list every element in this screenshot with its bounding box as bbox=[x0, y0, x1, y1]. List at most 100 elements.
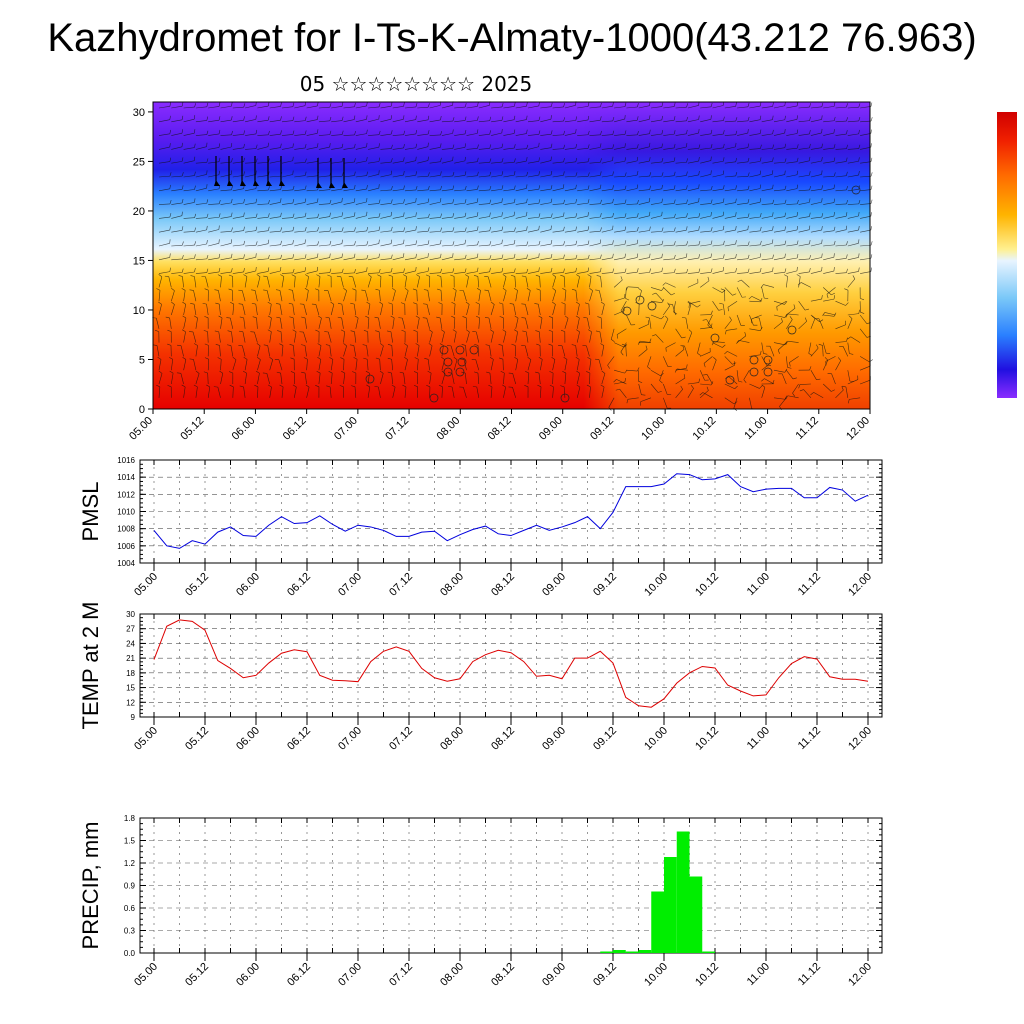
wind-barb bbox=[352, 276, 357, 288]
wind-barb bbox=[208, 229, 219, 233]
wind-barb bbox=[158, 229, 170, 233]
wind-barb-flag bbox=[514, 268, 516, 273]
wind-barb-flag bbox=[607, 365, 610, 369]
wind-barb-flag bbox=[427, 103, 430, 108]
wind-barbs bbox=[152, 101, 873, 412]
wind-barb bbox=[281, 230, 293, 233]
wind-barb bbox=[195, 243, 207, 247]
wind-barb-flag bbox=[157, 357, 162, 360]
wind-barb bbox=[478, 317, 480, 329]
calm-circle bbox=[763, 367, 773, 377]
wind-barb bbox=[454, 189, 466, 192]
wind-barb bbox=[404, 229, 416, 233]
wind-barb bbox=[466, 304, 470, 316]
wind-barb bbox=[195, 174, 207, 178]
wind-barb-flag bbox=[688, 303, 690, 308]
wind-barb-flag bbox=[624, 102, 627, 107]
y-tick-label: 30 bbox=[126, 610, 135, 619]
wind-barb bbox=[727, 351, 738, 357]
wind-barb-flag bbox=[477, 185, 479, 190]
wind-barb bbox=[220, 202, 232, 205]
wind-barb-flag bbox=[784, 368, 788, 373]
wind-barb-flag bbox=[477, 144, 479, 149]
wind-barb-flag bbox=[576, 274, 580, 277]
wind-barb-flag bbox=[206, 384, 210, 388]
wind-barb-flag bbox=[796, 254, 799, 259]
wind-barb bbox=[773, 203, 785, 205]
wind-barb bbox=[380, 174, 392, 178]
wind-barb-flag bbox=[763, 353, 768, 355]
wind-barb-flag bbox=[317, 227, 319, 232]
wind-barb-flag bbox=[243, 116, 245, 121]
series-line bbox=[153, 473, 869, 549]
wind-barb bbox=[220, 119, 232, 123]
wind-barb bbox=[404, 160, 416, 164]
wind-barb bbox=[306, 387, 310, 398]
calm-circle bbox=[749, 367, 759, 377]
wind-barb bbox=[503, 202, 515, 205]
wind-barb-flag bbox=[784, 115, 786, 120]
wind-barb bbox=[737, 176, 749, 178]
wind-barb bbox=[417, 276, 420, 288]
y-axis-label: PRECIP, mm bbox=[78, 822, 103, 950]
wind-barb bbox=[699, 370, 705, 381]
wind-barb-flag bbox=[686, 364, 688, 369]
wind-barb bbox=[835, 106, 847, 109]
wind-barb bbox=[749, 161, 761, 164]
wind-barb bbox=[491, 147, 503, 150]
wind-barb-flag bbox=[649, 253, 651, 258]
wind-barb bbox=[527, 188, 539, 192]
wind-barb-flag bbox=[501, 185, 504, 190]
x-tick-label: 08.12 bbox=[489, 725, 517, 753]
wind-barb-flag bbox=[747, 129, 749, 134]
wind-barb-flag bbox=[489, 212, 491, 217]
wind-barb-flag bbox=[318, 315, 322, 319]
wind-barb-flag bbox=[624, 240, 627, 245]
wind-barb-flag bbox=[833, 312, 837, 317]
wind-barb bbox=[700, 351, 711, 357]
wind-barb-flag bbox=[510, 274, 515, 277]
wind-barb bbox=[254, 290, 258, 302]
wind-barb bbox=[208, 174, 220, 178]
wind-barb bbox=[429, 231, 441, 233]
wind-barb-flag bbox=[501, 239, 503, 244]
wind-barb bbox=[601, 386, 605, 398]
wind-barb-flag bbox=[403, 227, 406, 232]
wind-barb-flag bbox=[464, 199, 467, 204]
wind-barb bbox=[171, 119, 183, 123]
wind-barb-flag bbox=[292, 130, 295, 135]
wind-barb-flag bbox=[427, 370, 432, 374]
wind-barb bbox=[598, 359, 603, 371]
wind-barb bbox=[329, 317, 332, 329]
wind-barb bbox=[577, 134, 589, 136]
wind-barb-flag bbox=[637, 144, 639, 149]
wind-barb-flag bbox=[821, 102, 824, 107]
wind-barb-flag bbox=[403, 130, 406, 135]
wind-barb bbox=[552, 106, 564, 109]
wind-barb-flag bbox=[378, 268, 381, 273]
wind-barb-flag bbox=[837, 357, 841, 361]
wind-barb-flag bbox=[477, 102, 479, 107]
wind-barb bbox=[552, 272, 564, 274]
wind-barb-flag bbox=[796, 144, 799, 149]
precip-bar bbox=[676, 831, 690, 953]
wind-barb-flag bbox=[178, 275, 183, 277]
wind-barb bbox=[779, 397, 787, 407]
wind-barb bbox=[306, 175, 318, 178]
wind-barb-flag bbox=[649, 142, 651, 147]
wind-barb bbox=[737, 272, 749, 274]
wind-barb bbox=[860, 244, 872, 247]
wind-barb bbox=[663, 188, 675, 192]
wind-barb bbox=[294, 147, 306, 150]
wind-barb-flag bbox=[526, 198, 528, 203]
wind-barb bbox=[831, 373, 836, 385]
x-tick-label: 07.12 bbox=[383, 415, 411, 443]
heatmap-x-axis: 05.00 05.12 06.00 06.12 07.00 07.12 08.00 08.12… bbox=[127, 409, 872, 443]
wind-barb-flag bbox=[561, 302, 566, 305]
wind-barb-flag bbox=[231, 102, 233, 107]
wind-barb bbox=[564, 120, 576, 123]
wind-barb-flag bbox=[526, 226, 528, 231]
wind-barb-flag bbox=[423, 303, 428, 305]
wind-barb-flag bbox=[280, 212, 282, 217]
wind-barb-flag bbox=[377, 274, 382, 277]
